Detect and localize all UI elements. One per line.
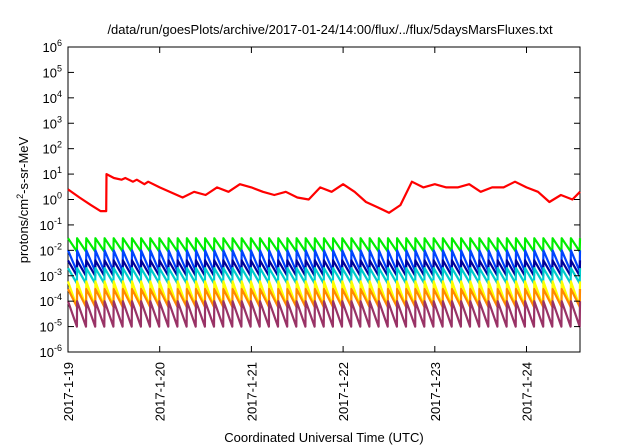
y-tick-label-9: 103 [43, 114, 62, 131]
y-tick-label-6: 100 [43, 191, 62, 208]
series-line-0 [67, 237, 582, 253]
y-tick-label-3: 10-3 [40, 267, 62, 284]
y-tick-label-2: 10-4 [40, 292, 62, 309]
y-axis-label-sup: 2 [15, 194, 25, 199]
y-tick-label-4: 10-2 [40, 241, 62, 258]
series-line-6 [66, 300, 582, 328]
x-tick-label-0: 2017-1-19 [61, 362, 76, 421]
x-tick-label-4: 2017-1-23 [428, 362, 443, 421]
y-tick-label-1: 10-5 [40, 318, 62, 335]
x-axis-label: Coordinated Universal Time (UTC) [224, 430, 423, 445]
y-axis: 10-6 10-5 10-4 10-3 10-2 10-1 100 101 102 103 104 1… [40, 38, 580, 360]
y-tick-label-5: 10-1 [40, 216, 62, 233]
x-axis: 2017-1-19 2017-1-20 2017-1-21 2017-1-22 2017… [61, 47, 535, 421]
series-line-3 [67, 267, 582, 285]
y-axis-label: protons/cm2-s-sr-MeV [15, 136, 31, 263]
y-tick-label-11: 105 [43, 63, 62, 80]
x-tick-label-1: 2017-1-20 [153, 362, 168, 421]
x-tick-label-2: 2017-1-21 [244, 362, 259, 421]
chart-title: /data/run/goesPlots/archive/2017-01-24/1… [107, 22, 553, 37]
y-axis-label-base: protons/cm [16, 199, 31, 263]
y-tick-label-8: 102 [43, 140, 62, 157]
y-tick-label-7: 101 [43, 165, 62, 182]
series-line-7 [67, 173, 581, 214]
x-tick-label-3: 2017-1-22 [336, 362, 351, 421]
y-axis-label-rest: -s-sr-MeV [16, 136, 31, 193]
series-layer [66, 173, 582, 328]
x-tick-label-5: 2017-1-24 [520, 362, 535, 421]
y-tick-label-0: 10-6 [40, 343, 62, 360]
y-tick-label-12: 106 [43, 38, 62, 55]
y-tick-label-10: 104 [43, 89, 62, 106]
